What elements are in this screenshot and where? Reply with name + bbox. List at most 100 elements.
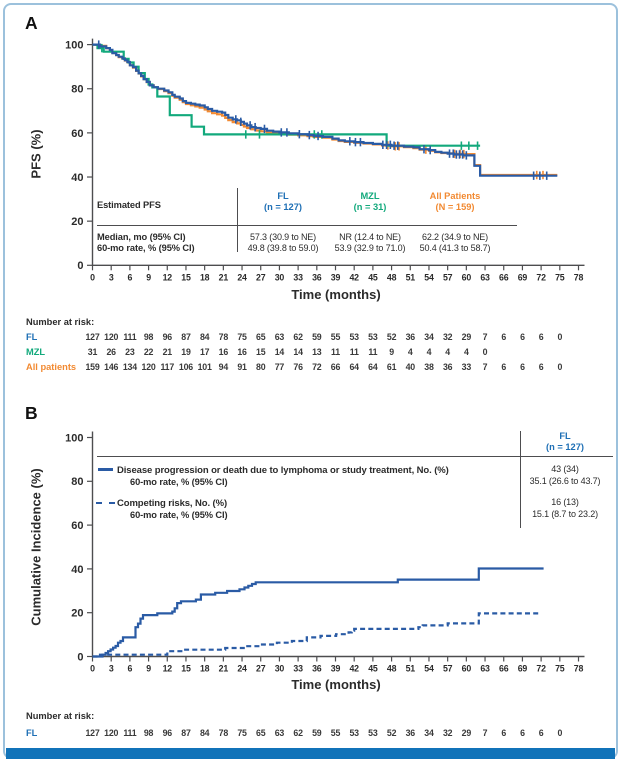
risk-value: 29 <box>461 331 472 342</box>
svg-text:75: 75 <box>555 272 565 282</box>
inset-a-rate-all: 50.4 (41.3 to 58.7) <box>419 243 491 253</box>
risk-value: 6 <box>501 361 507 372</box>
risk-value: 53 <box>368 331 378 342</box>
svg-text:33: 33 <box>293 272 303 282</box>
risk-value: 106 <box>178 361 193 372</box>
risk-value: 26 <box>106 346 116 357</box>
inset-a-header: Estimated PFS <box>97 199 161 210</box>
risk-value: 29 <box>461 727 472 738</box>
svg-text:45: 45 <box>368 272 378 282</box>
risk-value: 7 <box>482 361 488 372</box>
risk-value: 64 <box>349 361 359 372</box>
svg-text:57: 57 <box>443 664 453 674</box>
svg-text:6: 6 <box>128 272 133 282</box>
panel-b-y-axis-label: Cumulative Incidence (%) <box>28 468 44 626</box>
risk-value: 78 <box>218 727 229 738</box>
inset-b-horizontal-rule <box>97 456 613 458</box>
risk-b-title: Number at risk: <box>26 710 95 721</box>
legend-competing-sub: 60-mo rate, % (95% CI) <box>130 509 228 520</box>
inset-b-col-fl-n: (n = 127) <box>546 441 584 452</box>
risk-value: 120 <box>104 331 119 342</box>
svg-text:0: 0 <box>77 651 83 663</box>
legend-solid-line-sample <box>98 468 113 471</box>
inset-a-col-mzl-name: MZL <box>360 191 380 201</box>
risk-value: 34 <box>424 331 434 342</box>
legend-progression-sub: 60-mo rate, % (95% CI) <box>130 476 228 487</box>
svg-text:3: 3 <box>109 272 114 282</box>
risk-value: 6 <box>520 361 525 372</box>
risk-value: 19 <box>181 346 191 357</box>
risk-value: 4 <box>407 346 413 357</box>
svg-text:54: 54 <box>424 664 434 674</box>
risk-value: 55 <box>330 331 341 342</box>
inset-a-col-fl-n: (n = 127) <box>264 201 302 212</box>
risk-value: 62 <box>293 727 303 738</box>
risk-a-label-fl: FL <box>26 331 38 342</box>
svg-text:15: 15 <box>181 272 191 282</box>
inset-b-competing-no: 16 (13) <box>551 497 579 507</box>
risk-value: 64 <box>368 361 378 372</box>
svg-text:27: 27 <box>256 272 266 282</box>
risk-value: 55 <box>330 727 341 738</box>
svg-text:18: 18 <box>200 272 210 282</box>
svg-text:0: 0 <box>90 272 95 282</box>
svg-text:3: 3 <box>109 664 114 674</box>
risk-value: 32 <box>442 727 453 738</box>
svg-text:40: 40 <box>71 172 83 184</box>
svg-text:39: 39 <box>331 272 341 282</box>
risk-value: 91 <box>237 361 247 372</box>
inset-a-col-mzl-n: (n = 31) <box>353 201 387 212</box>
panel-b-x-axis-label: Time (months) <box>291 677 381 692</box>
risk-value: 13 <box>312 346 322 357</box>
svg-text:60: 60 <box>71 520 83 532</box>
risk-value: 72 <box>312 361 322 372</box>
risk-value: 78 <box>218 331 229 342</box>
risk-value: 127 <box>85 727 100 738</box>
risk-value: 111 <box>123 727 137 738</box>
risk-value: 4 <box>426 346 432 357</box>
svg-text:18: 18 <box>200 664 210 674</box>
risk-value: 87 <box>181 727 191 738</box>
svg-text:69: 69 <box>518 664 528 674</box>
risk-value: 80 <box>256 361 266 372</box>
risk-value: 34 <box>424 727 434 738</box>
svg-text:100: 100 <box>65 432 83 444</box>
risk-value: 6 <box>520 331 525 342</box>
inset-a-median-mzl: NR (12.4 to NE) <box>339 232 401 242</box>
legend-competing-label: Competing risks, No. (%) <box>117 497 228 509</box>
svg-text:0: 0 <box>77 260 83 272</box>
risk-value: 11 <box>331 346 340 357</box>
risk-value: 0 <box>557 727 563 738</box>
svg-text:45: 45 <box>368 664 378 674</box>
risk-a-label-all: All patients <box>26 361 77 372</box>
svg-text:40: 40 <box>71 564 83 576</box>
svg-text:72: 72 <box>536 272 546 282</box>
svg-text:20: 20 <box>71 608 83 620</box>
risk-value: 52 <box>386 727 397 738</box>
risk-value: 98 <box>143 331 154 342</box>
panel-a-letter: A <box>25 13 38 33</box>
inset-a-row2-label: 60-mo rate, % (95% CI) <box>97 242 195 253</box>
panel-A-series-fl <box>92 40 558 180</box>
risk-value: 66 <box>330 361 341 372</box>
risk-value: 111 <box>123 331 137 342</box>
risk-value: 4 <box>463 346 469 357</box>
risk-value: 6 <box>520 727 525 738</box>
risk-value: 77 <box>274 361 285 372</box>
risk-value: 76 <box>293 361 303 372</box>
svg-text:66: 66 <box>499 664 509 674</box>
risk-value: 0 <box>557 361 563 372</box>
inset-b-col-fl: FL (n = 127) <box>546 431 584 452</box>
risk-value: 31 <box>87 346 98 357</box>
svg-text:33: 33 <box>293 664 303 674</box>
risk-value: 0 <box>557 331 563 342</box>
svg-text:9: 9 <box>146 664 151 674</box>
inset-b-progression-no: 43 (34) <box>551 464 579 474</box>
risk-value: 75 <box>237 331 247 342</box>
svg-text:78: 78 <box>574 272 584 282</box>
risk-value: 53 <box>349 727 359 738</box>
svg-text:51: 51 <box>406 272 416 282</box>
risk-value: 63 <box>274 331 285 342</box>
svg-text:30: 30 <box>275 664 285 674</box>
risk-value: 22 <box>143 346 154 357</box>
